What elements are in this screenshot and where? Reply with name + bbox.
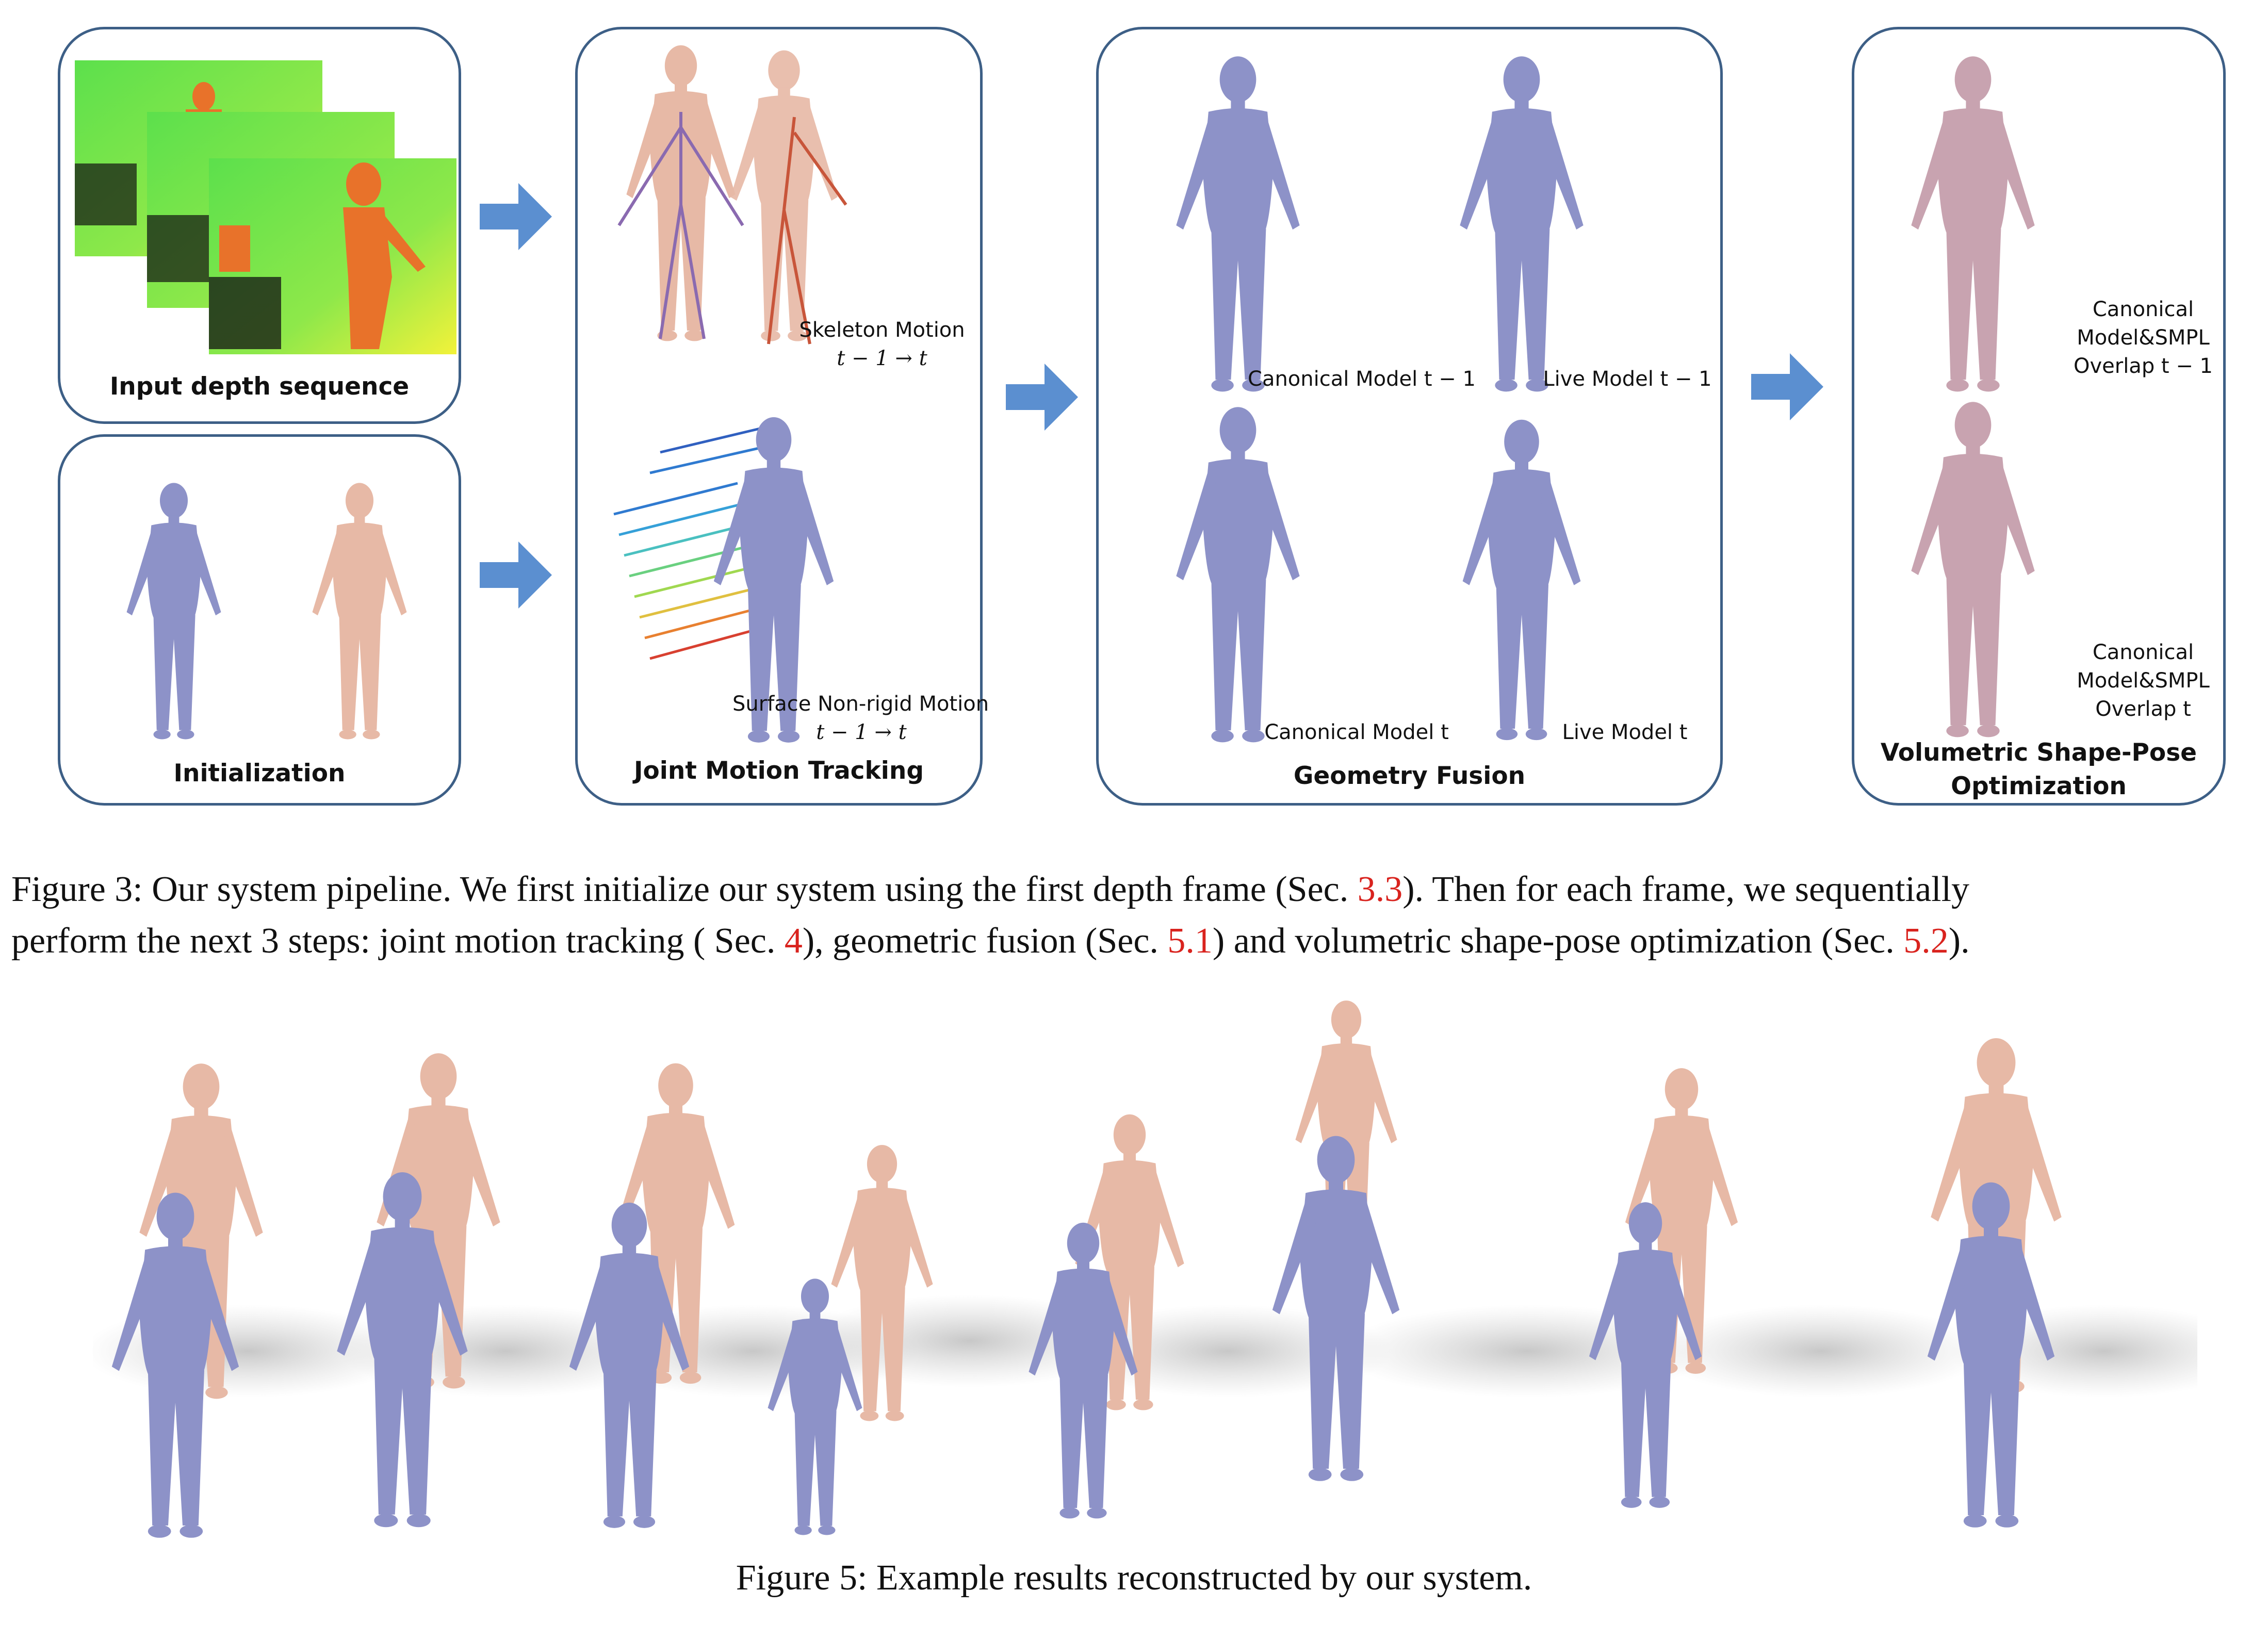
human-mesh-icon <box>1145 401 1331 751</box>
skeleton-icon <box>617 112 847 345</box>
figure3-caption-line1: Figure 3: Our system pipeline. We first … <box>11 870 1970 909</box>
figure5-caption: Figure 5: Example results reconstructed … <box>736 1558 1532 1598</box>
right-arrow-icon <box>1751 353 1823 420</box>
canonical-model-prev-label: Canonical Model t − 1 <box>1248 367 1476 391</box>
overlap-bottom-label-3: Overlap t <box>2095 697 2191 721</box>
live-model-prev-label: Live Model t − 1 <box>1543 367 1712 391</box>
optimization-title-line1: Volumetric Shape-Pose <box>1880 739 2197 767</box>
overlap-top-label-3: Overlap t − 1 <box>2073 354 2213 378</box>
live-model-cur-label: Live Model t <box>1562 720 1688 744</box>
optimization-panel: Canonical Model&SMPL Overlap t − 1 Canon… <box>1852 27 2226 806</box>
joint-motion-title: Joint Motion Tracking <box>633 757 924 785</box>
skeleton-motion-math: t − 1 → t <box>837 347 927 370</box>
results-figure <box>83 980 2259 1552</box>
overlap-top-label-1: Canonical <box>2092 298 2194 321</box>
human-mesh-icon <box>1455 411 1589 751</box>
human-mesh-icon <box>1875 50 2071 401</box>
joint-motion-panel: Skeleton Motion t − 1 → t Surface Non-ri… <box>575 27 989 806</box>
overlap-bottom-label-2: Model&SMPL <box>2077 669 2210 693</box>
human-mesh-icon <box>1537 1196 1754 1516</box>
human-mesh-icon <box>727 1274 903 1542</box>
surface-motion-math: t − 1 → t <box>816 720 907 744</box>
human-mesh-icon <box>1145 50 1331 401</box>
depth-frame-icon <box>70 60 462 388</box>
geometry-fusion-title: Geometry Fusion <box>1293 762 1526 790</box>
input-depth-panel: Input depth sequence <box>58 27 461 424</box>
human-mesh-icon <box>1867 1176 2115 1537</box>
right-arrow-icon <box>480 542 552 609</box>
human-mesh-icon <box>552 1196 707 1537</box>
initialization-panel: Initialization <box>58 434 461 806</box>
human-mesh-icon <box>1217 1129 1455 1490</box>
right-arrow-icon <box>480 183 552 250</box>
right-arrow-icon <box>1006 364 1078 431</box>
optimization-title-line2: Optimization <box>1951 772 2127 800</box>
canonical-model-cur-label: Canonical Model t <box>1264 720 1449 744</box>
section-ref-link[interactable]: 5.2 <box>1903 921 1949 961</box>
surface-motion-label: Surface Non-rigid Motion <box>732 692 989 716</box>
motion-trails-icon <box>613 425 769 660</box>
human-mesh-icon <box>1429 50 1614 401</box>
figure3-caption-line2: perform the next 3 steps: joint motion t… <box>11 921 1970 961</box>
initialization-title: Initialization <box>173 759 346 788</box>
skeleton-motion-label: Skeleton Motion <box>799 318 965 342</box>
human-mesh-icon <box>267 478 452 746</box>
section-ref-link[interactable]: 4 <box>784 921 803 961</box>
section-ref-link[interactable]: 3.3 <box>1357 870 1403 909</box>
input-depth-title: Input depth sequence <box>109 372 410 401</box>
overlap-bottom-label-1: Canonical <box>2092 641 2194 664</box>
human-mesh-icon <box>81 478 267 746</box>
human-mesh-icon <box>1875 396 2071 746</box>
geometry-fusion-panel: Canonical Model t − 1 Live Model t − 1 C… <box>1096 27 1723 806</box>
human-mesh-icon <box>990 1217 1176 1527</box>
overlap-top-label-2: Model&SMPL <box>2077 326 2210 350</box>
human-mesh-icon <box>320 1166 485 1537</box>
section-ref-link[interactable]: 5.1 <box>1167 921 1213 961</box>
human-mesh-icon <box>93 1186 258 1547</box>
